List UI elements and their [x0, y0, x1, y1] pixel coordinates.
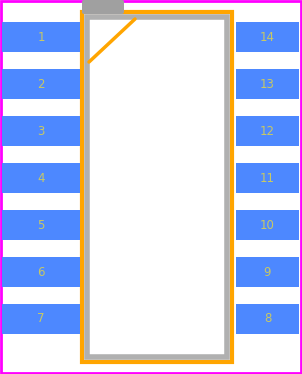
Bar	[236, 210, 299, 240]
Text: 14: 14	[260, 31, 275, 43]
Text: 9: 9	[264, 266, 271, 279]
Text: 7: 7	[37, 313, 45, 325]
Bar	[2, 69, 80, 99]
Text: 10: 10	[260, 218, 275, 232]
Bar	[236, 116, 299, 146]
Bar	[2, 163, 80, 193]
Bar	[2, 304, 80, 334]
Text: 13: 13	[260, 77, 275, 91]
Bar	[236, 69, 299, 99]
Bar	[236, 304, 299, 334]
Text: 5: 5	[37, 218, 45, 232]
Bar	[87, 17, 227, 357]
Text: 8: 8	[264, 313, 271, 325]
Text: 1: 1	[37, 31, 45, 43]
Bar	[236, 163, 299, 193]
Bar	[2, 22, 80, 52]
Text: 4: 4	[37, 172, 45, 184]
Bar	[2, 116, 80, 146]
Bar	[2, 210, 80, 240]
Bar	[2, 257, 80, 287]
Text: 12: 12	[260, 125, 275, 138]
Bar	[236, 22, 299, 52]
Text: 6: 6	[37, 266, 45, 279]
Text: 2: 2	[37, 77, 45, 91]
FancyBboxPatch shape	[82, 0, 124, 14]
Text: 11: 11	[260, 172, 275, 184]
Bar	[236, 257, 299, 287]
Text: 3: 3	[37, 125, 45, 138]
Bar	[82, 12, 232, 362]
